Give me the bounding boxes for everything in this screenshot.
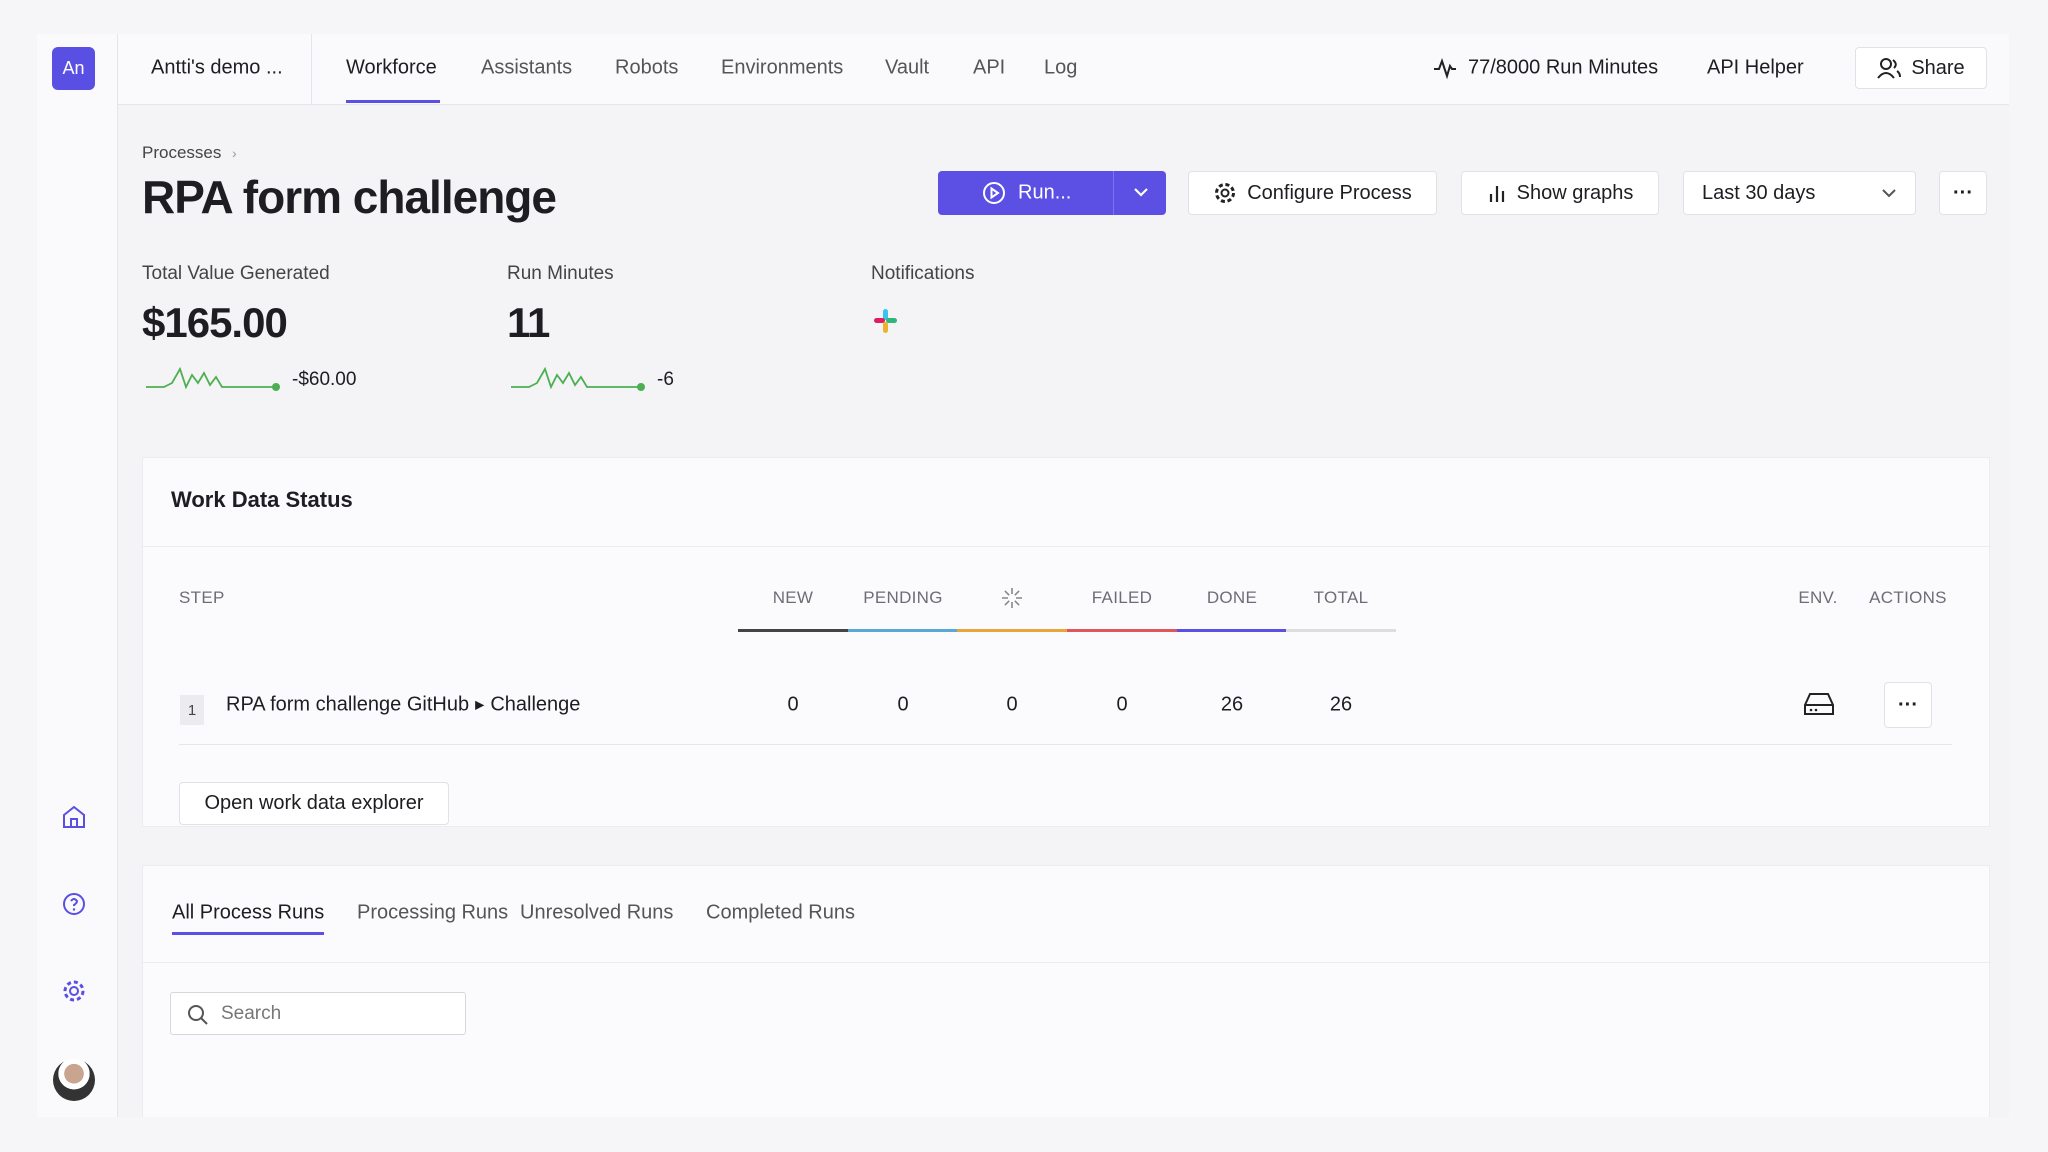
sparkline (511, 366, 645, 391)
home-icon[interactable] (61, 804, 87, 830)
top-nav (118, 34, 2009, 105)
share-label: Share (1911, 56, 1965, 79)
column-underline (1286, 629, 1396, 632)
column-underline (1177, 629, 1287, 632)
workspace-avatar[interactable]: An (52, 47, 95, 90)
metric-label: Run Minutes (507, 263, 614, 284)
graphs-button[interactable]: Show graphs (1461, 171, 1659, 215)
chevron-down (1882, 189, 1896, 198)
row-actions-button[interactable]: ··· (1884, 682, 1932, 728)
column-underline (848, 629, 958, 632)
nav-tab[interactable]: Workforce (346, 56, 437, 79)
app-window: An Antti's demo ... 77/8000 Run Minutes … (37, 34, 2009, 1117)
run-tab[interactable]: Completed Runs (706, 901, 855, 924)
sidebar (37, 34, 118, 1117)
run-tab[interactable]: Processing Runs (357, 901, 509, 924)
help-icon[interactable] (61, 891, 87, 917)
env-icon (1804, 693, 1834, 715)
nav-tab[interactable]: Log (1044, 56, 1078, 79)
column-underline (738, 629, 848, 632)
step-name: RPA form challenge GitHub ▶ Challenge (226, 694, 580, 717)
sparkline (146, 366, 280, 391)
column-underline (957, 629, 1067, 632)
nav-tab[interactable]: Assistants (481, 56, 573, 79)
explorer-button[interactable]: Open work data explorer (179, 782, 449, 825)
activity-icon (1434, 58, 1456, 80)
step-header: STEP (179, 588, 225, 607)
column-header: FAILED (1091, 588, 1153, 607)
share-icon (1877, 58, 1902, 79)
user-avatar[interactable] (53, 1059, 95, 1101)
configure-button[interactable]: Configure Process (1188, 171, 1437, 215)
explorer-label: Open work data explorer (204, 792, 424, 814)
nav-tab[interactable]: Environments (721, 56, 844, 79)
count: 0 (1116, 693, 1128, 716)
metric-label: Total Value Generated (142, 263, 330, 284)
run-label: Run... (1018, 181, 1072, 204)
page-title: RPA form challenge (142, 171, 557, 223)
divider (1113, 171, 1114, 215)
metric-value: 11 (507, 299, 550, 346)
work-data-card: Work Data Status STEP NEW PENDING FAILED DO… (142, 457, 1990, 827)
run-button[interactable]: Run... (938, 171, 1166, 215)
range-label: Last 30 days (1702, 181, 1816, 204)
column-header: TOTAL (1313, 588, 1369, 607)
column-underline (1067, 629, 1177, 632)
env-header: ENV. (1798, 588, 1838, 607)
play-icon (983, 182, 1005, 204)
share-button[interactable]: Share (1855, 47, 1987, 89)
search-box[interactable]: Search (170, 992, 466, 1035)
workspace-name[interactable]: Antti's demo ... (151, 56, 283, 79)
notifications-label: Notifications (871, 263, 975, 284)
metric-change: -$60.00 (292, 369, 357, 390)
card-title: Work Data Status (171, 487, 353, 512)
step: RPA form challenge GitHub (226, 693, 470, 716)
in-progress-icon (1002, 588, 1022, 608)
breadcrumb[interactable]: Processes (142, 143, 222, 162)
breadcrumb-separator: › (232, 145, 237, 161)
run-minutes[interactable]: 77/8000 Run Minutes (1468, 56, 1659, 79)
metric-value: $165.00 (142, 299, 288, 346)
actions-header: ACTIONS (1869, 588, 1947, 607)
more-button[interactable]: ··· (1939, 171, 1987, 215)
run-tab[interactable]: Unresolved Runs (520, 901, 674, 924)
divider (143, 546, 1989, 547)
divider (143, 962, 1989, 963)
sub-step: Challenge (490, 693, 581, 716)
graphs-label: Show graphs (1516, 181, 1634, 204)
range-select[interactable]: Last 30 days (1683, 171, 1916, 215)
count: 0 (1006, 693, 1018, 716)
count: 26 (1220, 693, 1244, 716)
slack-icon[interactable] (872, 307, 900, 335)
nav-tab[interactable]: Vault (885, 56, 930, 79)
configure-label: Configure Process (1247, 181, 1412, 204)
runs-card: All Process Runs Processing Runs Unresolve… (142, 865, 1990, 1117)
nav-tab[interactable]: Robots (615, 56, 679, 79)
step-index: 1 (180, 695, 204, 725)
count: 0 (897, 693, 909, 716)
column-header: NEW (772, 588, 814, 607)
search-icon (188, 1005, 208, 1025)
active-tab-underline (346, 100, 440, 103)
count: 26 (1329, 693, 1353, 716)
search-placeholder: Search (221, 1003, 282, 1024)
bars-icon (1489, 186, 1504, 202)
count: 0 (787, 693, 799, 716)
divider (311, 34, 312, 104)
api-helper[interactable]: API Helper (1707, 56, 1804, 79)
column-header: DONE (1206, 588, 1258, 607)
run-tab[interactable]: All Process Runs (172, 901, 325, 924)
nav-tab[interactable]: API (973, 56, 1006, 79)
arrow: ▶ (475, 697, 485, 712)
settings-icon[interactable] (61, 978, 87, 1004)
chevron-down[interactable] (1133, 186, 1149, 198)
column-header: PENDING (863, 588, 943, 607)
active-run-tab-underline (172, 932, 324, 935)
row-divider (179, 744, 1952, 745)
gear-icon (1215, 183, 1236, 203)
metric-change: -6 (657, 369, 674, 390)
